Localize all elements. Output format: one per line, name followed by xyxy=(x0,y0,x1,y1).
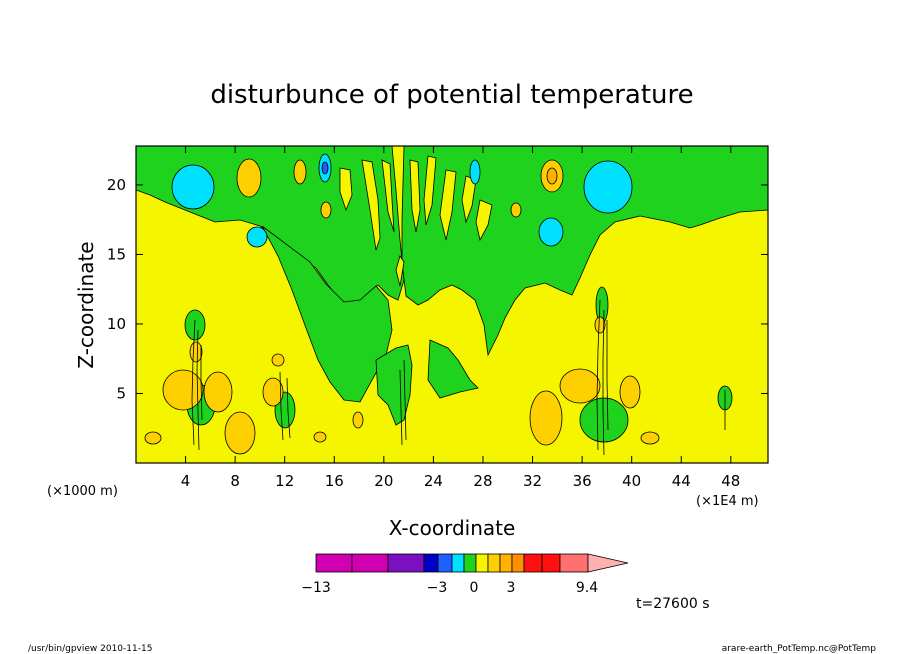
colorbar-label: 0 xyxy=(470,580,479,596)
contour-slit xyxy=(361,159,381,251)
colorbar-segment xyxy=(541,553,561,573)
contour-region-positive xyxy=(640,431,660,445)
contour-region-positive xyxy=(313,431,327,443)
colorbar-label: 9.4 xyxy=(576,580,598,596)
contour-region-negative-center xyxy=(375,344,413,426)
x-tick-label: 40 xyxy=(622,472,641,490)
contour-region-positive xyxy=(271,353,285,367)
colorbar-segment xyxy=(511,553,525,573)
colorbar-segment xyxy=(523,553,543,573)
contour-slit xyxy=(381,159,395,233)
contour-region-positive xyxy=(189,341,203,363)
colorbar-label: −3 xyxy=(427,580,448,596)
contour-line xyxy=(191,319,196,446)
x-tick-label: 44 xyxy=(672,472,691,490)
x-tick-label: 36 xyxy=(573,472,592,490)
contour-region-positive xyxy=(529,390,563,446)
contour-region-positive xyxy=(594,316,606,334)
colorbar-segment xyxy=(423,553,439,573)
contour-line xyxy=(602,309,605,456)
footer-left: /usr/bin/gpview 2010-11-15 xyxy=(28,644,152,654)
colorbar-extend-arrow xyxy=(587,553,629,573)
contour-slit xyxy=(475,199,493,242)
contour-region-positive xyxy=(203,371,233,413)
contour-line xyxy=(286,377,291,439)
contour-slit xyxy=(395,255,405,287)
y-axis: 5 10 15 20 xyxy=(107,176,768,402)
colorbar xyxy=(315,553,629,573)
footer-right: arare-earth_PotTemp.nc@PotTemp xyxy=(722,644,877,654)
contour-region-positive xyxy=(352,411,364,429)
y-axis-label: Z-coordinate xyxy=(74,241,98,368)
contour-region-positive xyxy=(320,201,332,219)
contour-region-negative xyxy=(579,397,629,443)
contour-region-positive xyxy=(236,158,262,198)
x-tick-label: 24 xyxy=(424,472,443,490)
x-tick-label: 4 xyxy=(181,472,191,490)
contour-line xyxy=(279,371,284,441)
colorbar-segment xyxy=(451,553,465,573)
contour-line xyxy=(606,320,609,431)
x-tick-label: 16 xyxy=(325,472,344,490)
contour-region-positive xyxy=(262,377,284,407)
colorbar-label: −13 xyxy=(301,580,331,596)
contour-region-negative-strong xyxy=(469,159,481,185)
colorbar-label: 3 xyxy=(507,580,516,596)
y-tick-label: 15 xyxy=(107,245,126,263)
colorbar-segment xyxy=(351,553,389,573)
contour-line xyxy=(196,329,200,451)
x-axis: 4 8 12 16 20 24 28 32 36 40 44 48 xyxy=(181,146,740,490)
contour-region-positive xyxy=(144,431,162,445)
x-axis-label: X-coordinate xyxy=(389,516,516,540)
contour-line xyxy=(200,345,203,421)
colorbar-segment xyxy=(559,553,589,573)
contour-slit xyxy=(423,155,437,226)
contour-region-positive xyxy=(619,375,641,409)
contour-region-negative-strong xyxy=(538,217,564,247)
contour-region-negative-strong xyxy=(583,160,633,214)
contour-region-positive xyxy=(510,202,522,218)
y-tick-label: 5 xyxy=(116,384,126,402)
contour-fields xyxy=(136,146,768,456)
x-tick-label: 48 xyxy=(721,472,740,490)
x-tick-label: 20 xyxy=(374,472,393,490)
colorbar-segment xyxy=(387,553,425,573)
y-tick-label: 20 xyxy=(107,176,126,194)
contour-region-negative-strong xyxy=(246,226,268,248)
x-tick-label: 28 xyxy=(473,472,492,490)
contour-slit xyxy=(339,167,353,212)
colorbar-segment xyxy=(499,553,513,573)
contour-region-negative-strong xyxy=(321,161,329,175)
x-unit-right: (×1E4 m) xyxy=(696,494,759,509)
contour-plume-lines xyxy=(191,299,726,456)
plot-frame xyxy=(135,145,769,464)
contour-region-negative-right xyxy=(401,146,768,357)
x-unit-left: (×1000 m) xyxy=(47,484,118,499)
x-tick-label: 32 xyxy=(523,472,542,490)
y-tick-label: 10 xyxy=(107,315,126,333)
colorbar-segment xyxy=(463,553,477,573)
contour-region-negative-right-lower xyxy=(427,339,479,399)
contour-region-positive xyxy=(293,159,307,185)
contour-region-positive xyxy=(162,369,204,411)
chart-title: disturbunce of potential temperature xyxy=(210,80,693,110)
colorbar-segment xyxy=(475,553,489,573)
contour-region-negative-strong xyxy=(171,164,215,210)
colorbar-segment xyxy=(437,553,453,573)
contour-region-positive xyxy=(546,167,558,185)
contour-line xyxy=(596,299,601,451)
colorbar-segment xyxy=(487,553,501,573)
contour-region-positive xyxy=(559,368,601,404)
time-label: t=27600 s xyxy=(636,596,710,612)
contour-slit xyxy=(409,159,421,233)
x-tick-label: 8 xyxy=(230,472,240,490)
contour-region-positive xyxy=(224,411,256,455)
x-tick-label: 12 xyxy=(275,472,294,490)
contour-line xyxy=(403,359,407,441)
colorbar-segment xyxy=(315,553,353,573)
contour-line xyxy=(399,369,403,446)
contour-slit xyxy=(439,169,457,241)
colorbar-labels: −13 −3 0 3 9.4 xyxy=(301,580,598,596)
